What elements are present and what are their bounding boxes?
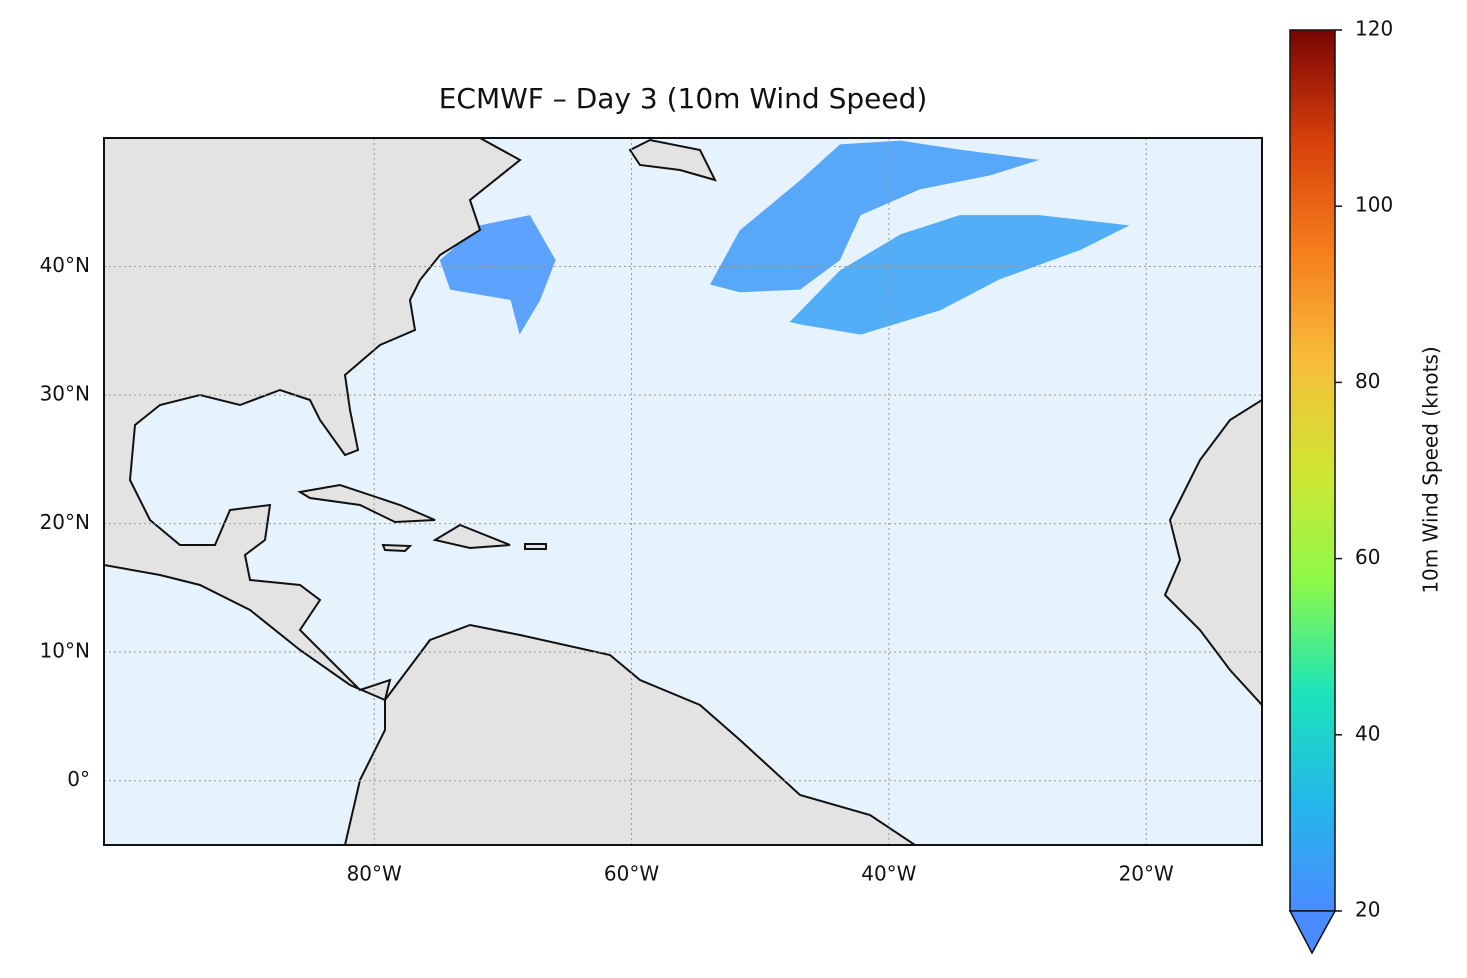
colorbar-tick-label: 120 — [1355, 17, 1393, 41]
y-tick-label: 0° — [67, 767, 90, 791]
africa — [1163, 398, 1262, 707]
north-america — [104, 138, 522, 702]
chart-title: ECMWF – Day 3 (10m Wind Speed) — [439, 82, 928, 115]
jamaica — [381, 543, 413, 553]
south-america — [343, 623, 917, 845]
colorbar — [1289, 29, 1336, 912]
newfoundland — [628, 138, 717, 182]
colorbar-tick-label: 100 — [1355, 193, 1393, 217]
cuba — [297, 483, 436, 524]
puerto-rico — [524, 543, 547, 550]
x-tick-label: 20°W — [1119, 862, 1174, 886]
wind-region — [789, 215, 1130, 335]
wind-region — [710, 140, 1040, 293]
y-tick-label: 10°N — [40, 639, 90, 663]
y-tick-label: 20°N — [40, 510, 90, 534]
map — [104, 138, 1262, 845]
land — [104, 138, 1262, 845]
wind-region — [439, 215, 556, 335]
colorbar-tick-label: 20 — [1355, 898, 1380, 922]
x-tick-label: 80°W — [347, 862, 402, 886]
map-frame — [103, 137, 1263, 846]
colorbar-tick-label: 80 — [1355, 369, 1380, 393]
y-tick-label: 40°N — [40, 253, 90, 277]
y-tick-label: 30°N — [40, 382, 90, 406]
colorbar-tick-label: 60 — [1355, 545, 1380, 569]
colorbar-tick-label: 40 — [1355, 721, 1380, 745]
colorbar-extend — [1288, 910, 1337, 955]
hispaniola — [432, 523, 511, 550]
x-tick-label: 40°W — [861, 862, 916, 886]
x-tick-label: 60°W — [604, 862, 659, 886]
colorbar-label: 10m Wind Speed (knots) — [1419, 346, 1443, 593]
